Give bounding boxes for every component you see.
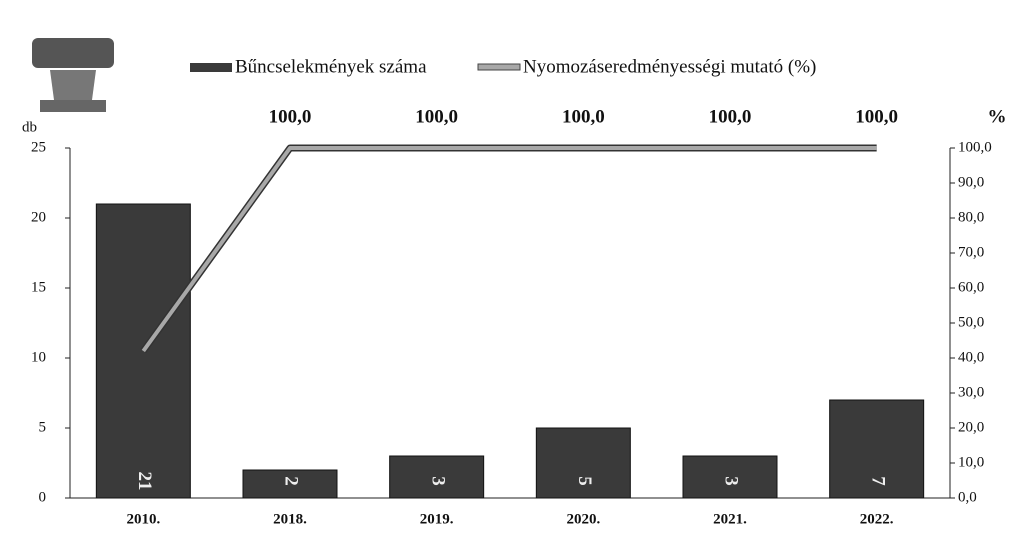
x-tick-label: 2022.	[860, 511, 894, 527]
x-tick-label: 2019.	[420, 511, 454, 527]
bar-value-label: 2	[281, 476, 302, 486]
legend-label: Bűncselekmények száma	[235, 56, 427, 77]
bar-value-label: 3	[721, 476, 742, 486]
legend-swatch	[478, 64, 520, 70]
y2-tick-label: 0,0	[958, 489, 977, 505]
y2-tick-label: 20,0	[958, 419, 984, 435]
y2-tick-label: 60,0	[958, 279, 984, 295]
y-axis-label: db	[22, 119, 37, 135]
y2-tick-label: 70,0	[958, 244, 984, 260]
bar-value-label: 5	[574, 476, 595, 486]
y2-axis-label: %	[988, 106, 1007, 127]
line-value-label: 100,0	[415, 106, 458, 127]
y2-tick-label: 50,0	[958, 314, 984, 330]
logo-ribbon	[40, 100, 106, 112]
y-tick-label: 25	[31, 139, 46, 155]
y2-tick-label: 40,0	[958, 349, 984, 365]
y-tick-label: 5	[39, 419, 47, 435]
line-value-label: 100,0	[562, 106, 605, 127]
legend-swatch	[190, 63, 232, 72]
x-tick-label: 2010.	[126, 511, 160, 527]
bar-value-label: 3	[427, 476, 448, 486]
y2-tick-label: 100,0	[958, 139, 992, 155]
x-tick-label: 2020.	[566, 511, 600, 527]
line-value-label: 100,0	[855, 106, 898, 127]
line-outline	[143, 148, 876, 351]
y-tick-label: 10	[31, 349, 46, 365]
line	[143, 148, 876, 351]
y2-tick-label: 80,0	[958, 209, 984, 225]
y-tick-label: 15	[31, 279, 46, 295]
y2-tick-label: 90,0	[958, 174, 984, 190]
x-tick-label: 2018.	[273, 511, 307, 527]
legend-label: Nyomozáseredményességi mutató (%)	[523, 56, 816, 77]
bar-value-label: 21	[134, 472, 155, 491]
x-tick-label: 2021.	[713, 511, 747, 527]
y-tick-label: 20	[31, 209, 46, 225]
y2-tick-label: 30,0	[958, 384, 984, 400]
bar-value-label: 7	[867, 476, 888, 486]
line-value-label: 100,0	[269, 106, 312, 127]
y-tick-label: 0	[39, 489, 47, 505]
chart: db % 05101520250,010,020,030,040,050,060…	[0, 0, 1015, 553]
logo	[32, 38, 114, 112]
bar	[536, 428, 630, 498]
y2-tick-label: 10,0	[958, 454, 984, 470]
logo-banner	[32, 38, 114, 68]
line-value-label: 100,0	[709, 106, 752, 127]
